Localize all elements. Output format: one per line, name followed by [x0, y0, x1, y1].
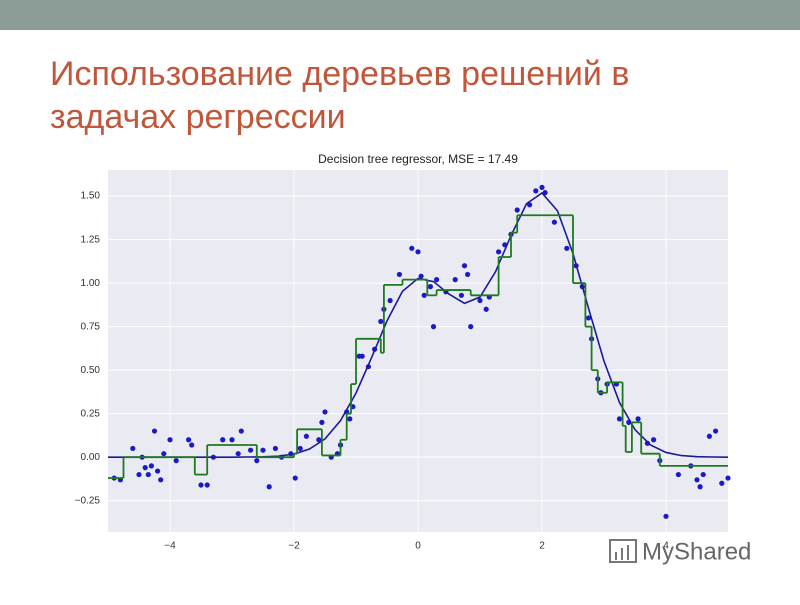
point	[468, 324, 474, 330]
point	[697, 484, 703, 490]
point	[142, 465, 148, 471]
point	[719, 480, 725, 486]
point	[663, 513, 669, 519]
point	[130, 445, 136, 452]
point	[675, 471, 682, 478]
point	[387, 297, 393, 304]
y-tick-label: 1.50	[81, 191, 101, 202]
y-tick-label: 1.00	[81, 278, 101, 289]
x-tick-label: 2	[539, 541, 545, 552]
point	[483, 306, 489, 312]
point	[458, 292, 464, 298]
point	[427, 284, 433, 290]
x-tick-label: −2	[288, 541, 300, 552]
point	[527, 202, 533, 208]
point	[514, 207, 520, 213]
point	[477, 297, 483, 304]
point	[322, 409, 328, 415]
point	[235, 451, 241, 457]
point	[533, 188, 539, 194]
point	[694, 477, 700, 483]
point	[198, 482, 204, 488]
point	[465, 271, 471, 278]
point	[378, 318, 384, 325]
true-curve	[108, 191, 729, 458]
point	[155, 468, 161, 474]
point	[204, 482, 210, 488]
point	[254, 458, 260, 464]
point	[551, 219, 558, 225]
y-tick-label: 1.25	[81, 234, 101, 245]
point	[644, 440, 651, 446]
point	[409, 245, 415, 251]
y-tick-label: −0.25	[75, 495, 101, 506]
watermark: MyShared	[642, 538, 751, 565]
point	[189, 442, 195, 448]
point	[651, 437, 657, 443]
point	[272, 445, 278, 452]
point	[585, 315, 592, 321]
x-tick-label: 4	[663, 541, 669, 552]
point	[297, 445, 303, 452]
point	[220, 437, 226, 443]
point	[725, 475, 731, 481]
point	[706, 433, 713, 439]
point	[452, 277, 458, 283]
point	[319, 419, 325, 425]
y-tick-label: 0.00	[81, 452, 101, 463]
chart-title: Decision tree regressor, MSE = 17.49	[318, 152, 518, 166]
point	[434, 277, 440, 283]
point	[158, 477, 164, 483]
point	[635, 416, 641, 422]
slide-title-line: задачах регрессии	[50, 98, 346, 136]
point	[260, 447, 266, 453]
watermark-icon	[609, 539, 637, 563]
point	[161, 451, 167, 457]
y-tick-label: 0.50	[81, 365, 101, 376]
point	[238, 428, 244, 434]
point	[167, 437, 173, 443]
point	[396, 271, 402, 278]
x-tick-label: −4	[164, 541, 176, 552]
point	[186, 437, 192, 443]
point	[415, 249, 421, 255]
point	[713, 428, 719, 434]
point	[461, 263, 468, 269]
y-tick-label: 0.25	[81, 408, 101, 419]
point	[148, 463, 154, 469]
point	[248, 447, 254, 453]
slide-title-line: Использование деревьев решений в	[50, 55, 629, 93]
y-tick-label: 0.75	[81, 321, 101, 332]
point	[418, 273, 424, 279]
point	[496, 249, 502, 255]
point	[430, 324, 437, 330]
point	[292, 475, 298, 481]
point	[229, 437, 235, 443]
point	[266, 484, 272, 490]
point	[347, 416, 353, 422]
point	[564, 245, 570, 251]
point	[316, 437, 322, 443]
top-bar	[0, 0, 800, 30]
point	[539, 184, 545, 191]
point	[616, 416, 623, 422]
point	[151, 428, 158, 434]
point	[145, 471, 151, 478]
x-tick-label: 0	[415, 541, 421, 552]
point	[421, 292, 427, 298]
point	[136, 471, 142, 478]
point	[700, 471, 706, 478]
point	[359, 353, 365, 359]
point	[173, 458, 179, 464]
point	[303, 433, 309, 439]
